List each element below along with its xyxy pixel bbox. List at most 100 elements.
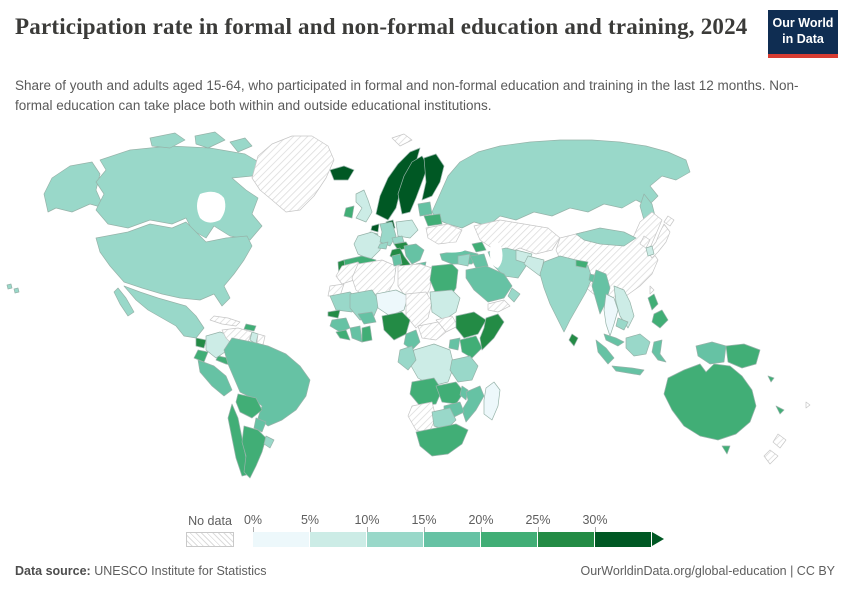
country-indonesia-java[interactable] (611, 365, 645, 376)
country-usa-alaska[interactable] (43, 161, 105, 213)
country-chad[interactable] (405, 291, 433, 329)
country-papua-new-guinea[interactable] (725, 343, 761, 369)
country-saudi-arabia[interactable] (465, 265, 513, 303)
country-iceland[interactable] (329, 165, 355, 181)
country-south-korea[interactable] (645, 245, 655, 257)
country-cambodia[interactable] (615, 317, 629, 331)
country-nepal[interactable] (575, 259, 589, 269)
country-finland[interactable] (421, 153, 445, 201)
country-ukraine[interactable] (425, 223, 463, 245)
country-cameroon[interactable] (403, 329, 421, 351)
country-ecuador[interactable] (193, 349, 209, 363)
country-mozambique[interactable] (461, 385, 485, 423)
country-netherlands[interactable] (370, 223, 380, 233)
country-ivory-coast[interactable] (349, 325, 363, 343)
country-oman[interactable] (507, 287, 521, 303)
country-uruguay[interactable] (263, 435, 275, 449)
country-belarus[interactable] (423, 213, 443, 227)
country-canada-arctic-islands[interactable] (149, 131, 253, 153)
country-zambia[interactable] (435, 381, 465, 405)
country-kenya[interactable] (459, 335, 483, 359)
legend-bin-30-plus[interactable] (595, 532, 652, 547)
region-syria-jordan-israel[interactable] (457, 253, 471, 267)
country-mexico[interactable] (123, 285, 205, 339)
country-brazil[interactable] (223, 337, 311, 427)
country-tanzania[interactable] (449, 355, 479, 383)
country-svalbard[interactable] (391, 133, 413, 147)
country-niger[interactable] (375, 289, 409, 317)
country-philippines[interactable] (647, 293, 669, 329)
country-thailand[interactable] (603, 293, 619, 337)
country-new-caledonia[interactable] (775, 405, 785, 415)
country-usa-hawaii[interactable] (6, 283, 20, 294)
country-france[interactable] (353, 231, 383, 261)
country-usa[interactable] (95, 221, 253, 307)
region-congo-gabon[interactable] (397, 345, 417, 371)
country-russia[interactable] (431, 139, 691, 229)
region-baltic-states[interactable] (417, 201, 433, 217)
country-argentina[interactable] (241, 425, 267, 479)
country-somalia[interactable] (479, 313, 505, 351)
legend-bin-15-20[interactable] (424, 532, 481, 547)
country-germany[interactable] (379, 221, 397, 247)
region-balkans[interactable] (403, 243, 425, 265)
region-caucasus[interactable] (471, 241, 487, 253)
country-ireland[interactable] (343, 205, 355, 219)
country-iraq[interactable] (469, 253, 489, 269)
region-kazakhstan-central-asia[interactable] (473, 219, 561, 255)
country-guinea[interactable] (329, 317, 351, 333)
country-indonesia-sulawesi[interactable] (651, 339, 667, 363)
country-chile[interactable] (227, 403, 251, 477)
country-taiwan[interactable] (649, 285, 655, 295)
legend-bin-25-30[interactable] (538, 532, 595, 547)
country-greenland[interactable] (251, 135, 335, 213)
legend-bin-10-15[interactable] (367, 532, 424, 547)
legend-bin-5-10[interactable] (310, 532, 367, 547)
country-malawi[interactable] (459, 385, 469, 401)
country-sudan[interactable] (429, 289, 461, 321)
footer-link[interactable]: OurWorldinData.org/global-education | CC… (580, 564, 835, 578)
country-solomon-islands[interactable] (767, 375, 775, 383)
country-pakistan[interactable] (523, 255, 545, 277)
legend-no-data-swatch[interactable] (186, 532, 234, 547)
country-senegal[interactable] (327, 309, 341, 319)
country-angola[interactable] (409, 377, 443, 407)
legend-bin-0-5[interactable] (253, 532, 310, 547)
country-united-kingdom[interactable] (355, 189, 373, 223)
legend-bin-20-25[interactable] (481, 532, 538, 547)
country-south-africa[interactable] (415, 423, 469, 457)
country-central-african-republic[interactable] (417, 321, 447, 341)
country-ghana[interactable] (361, 325, 373, 343)
country-yemen[interactable] (487, 299, 511, 313)
country-peru[interactable] (197, 359, 233, 397)
country-ethiopia[interactable] (455, 311, 487, 339)
owid-logo[interactable]: Our World in Data (768, 10, 838, 59)
country-australia[interactable] (663, 363, 757, 441)
country-bolivia[interactable] (235, 393, 263, 419)
country-tunisia[interactable] (391, 253, 403, 267)
country-malaysia[interactable] (603, 333, 625, 347)
country-mongolia[interactable] (575, 227, 637, 247)
country-mexico-baja[interactable] (113, 287, 135, 317)
country-australia-tasmania[interactable] (721, 445, 731, 455)
country-paraguay[interactable] (253, 417, 267, 433)
country-cuba[interactable] (209, 315, 241, 327)
region-sierra-leone-liberia[interactable] (335, 329, 351, 341)
country-fiji[interactable] (805, 401, 811, 409)
country-poland[interactable] (395, 219, 419, 239)
country-japan[interactable] (647, 215, 675, 259)
region-laos-vietnam[interactable] (613, 285, 635, 329)
country-dr-congo[interactable] (409, 343, 455, 387)
country-uganda[interactable] (448, 337, 461, 351)
country-indonesia-papua[interactable] (695, 341, 727, 365)
country-indonesia-sumatra[interactable] (595, 339, 615, 365)
country-dominican-republic[interactable] (243, 323, 257, 332)
country-burkina-faso[interactable] (357, 311, 377, 325)
country-guatemala[interactable] (195, 337, 207, 349)
country-madagascar[interactable] (483, 381, 501, 421)
country-switzerland[interactable] (377, 241, 389, 250)
region-borneo[interactable] (625, 333, 651, 357)
country-sri-lanka[interactable] (568, 333, 579, 347)
country-norway[interactable] (375, 147, 421, 221)
country-new-zealand[interactable] (763, 433, 787, 465)
